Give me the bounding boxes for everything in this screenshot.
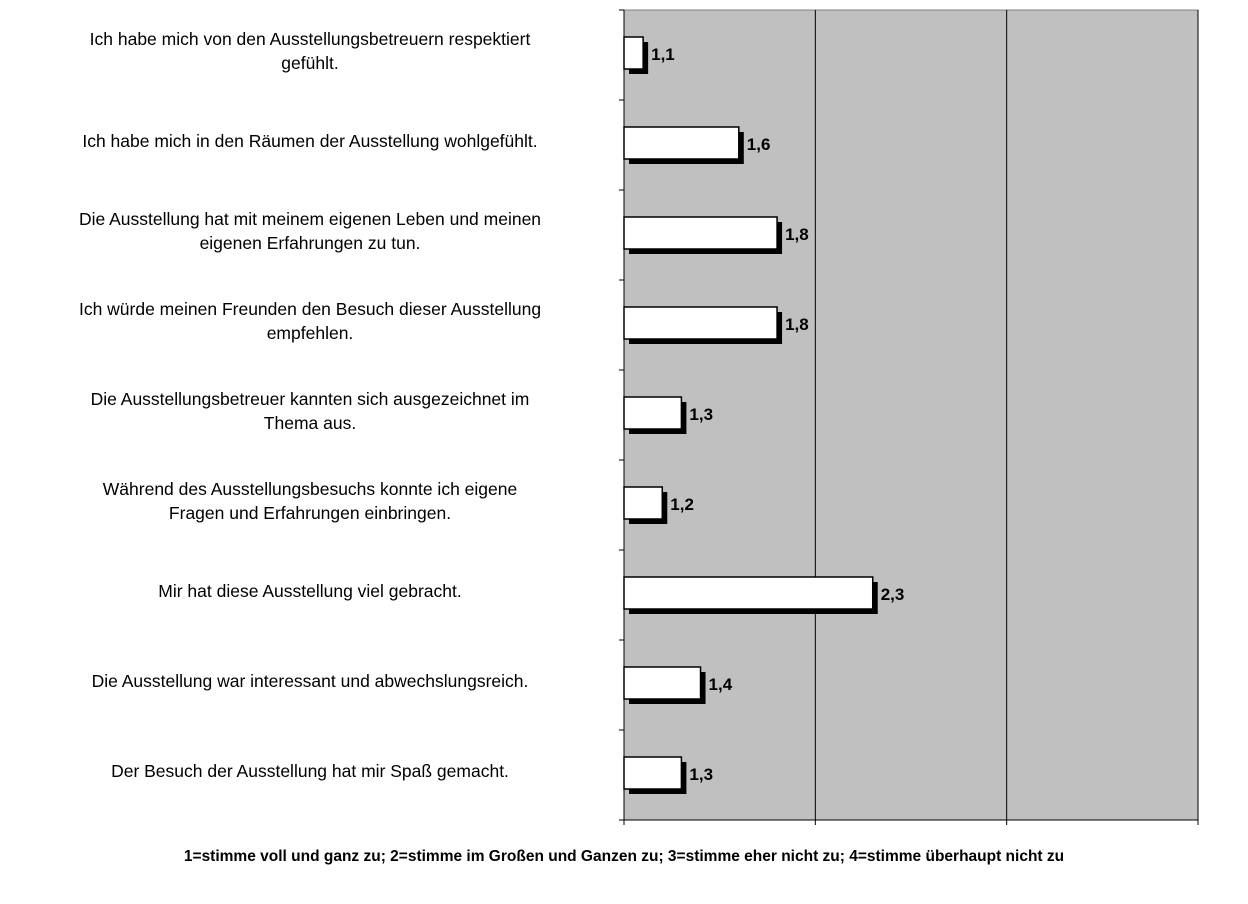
category-label-line: Die Ausstellungsbetreuer kannten sich au… <box>90 389 530 409</box>
category-label-line: Fragen und Erfahrungen einbringen. <box>168 503 452 523</box>
category-label-line: eigenen Erfahrungen zu tun. <box>199 233 421 253</box>
bars <box>623 36 878 794</box>
category-label-line: Während des Ausstellungsbesuchs konnte i… <box>102 479 518 499</box>
category-label-line: gefühlt. <box>281 53 339 73</box>
data-label: 1,6 <box>747 135 771 154</box>
category-label: Ich habe mich von den Ausstellungsbetreu… <box>10 27 610 75</box>
data-label: 1,1 <box>651 45 675 64</box>
category-label: Die Ausstellungsbetreuer kannten sich au… <box>10 387 610 435</box>
data-label: 1,3 <box>689 405 713 424</box>
bar <box>623 126 740 160</box>
x-axis-legend-note: 1=stimme voll und ganz zu; 2=stimme im G… <box>183 848 1065 865</box>
category-label: Die Ausstellung war interessant und abwe… <box>10 669 610 693</box>
category-label-line: Die Ausstellung war interessant und abwe… <box>91 671 529 691</box>
category-label-line: Mir hat diese Ausstellung viel gebracht. <box>158 581 462 601</box>
bar <box>623 486 664 520</box>
gridlines <box>814 10 1199 820</box>
category-label-line: empfehlen. <box>266 323 354 343</box>
category-label-line: Ich habe mich von den Ausstellungsbetreu… <box>89 29 531 49</box>
data-label: 1,4 <box>709 675 733 694</box>
category-label: Ich würde meinen Freunden den Besuch die… <box>10 297 610 345</box>
category-label-line: Ich habe mich in den Räumen der Ausstell… <box>82 131 538 151</box>
value-labels: 1,1 1,6 1,8 1,8 1,3 1,2 2,3 1,4 1,3 <box>651 45 904 784</box>
data-label: 1,2 <box>670 495 694 514</box>
category-label-line: Ich würde meinen Freunden den Besuch die… <box>78 299 542 319</box>
category-label-line: Thema aus. <box>263 413 357 433</box>
category-label: Ich habe mich in den Räumen der Ausstell… <box>10 129 610 153</box>
bar <box>623 36 644 70</box>
category-label-line: Die Ausstellung hat mit meinem eigenen L… <box>78 209 542 229</box>
bar-chart: 1,11,61,81,81,31,22,31,41,3 1,02,03,04,0 <box>619 9 1199 825</box>
data-label: 1,3 <box>689 765 713 784</box>
category-label: Während des Ausstellungsbesuchs konnte i… <box>10 477 610 525</box>
bar <box>623 756 683 790</box>
axes <box>619 9 1199 825</box>
data-label: 2,3 <box>881 585 905 604</box>
category-label: Mir hat diese Ausstellung viel gebracht. <box>10 579 610 603</box>
bar <box>623 306 778 340</box>
bar <box>623 216 778 250</box>
category-label-line: Der Besuch der Ausstellung hat mir Spaß … <box>111 761 509 781</box>
bar <box>623 576 874 610</box>
data-label: 1,8 <box>785 225 809 244</box>
category-label: Die Ausstellung hat mit meinem eigenen L… <box>10 207 610 255</box>
data-label: 1,8 <box>785 315 809 334</box>
category-label: Der Besuch der Ausstellung hat mir Spaß … <box>10 759 610 783</box>
bar <box>623 396 683 430</box>
bar <box>623 666 702 700</box>
